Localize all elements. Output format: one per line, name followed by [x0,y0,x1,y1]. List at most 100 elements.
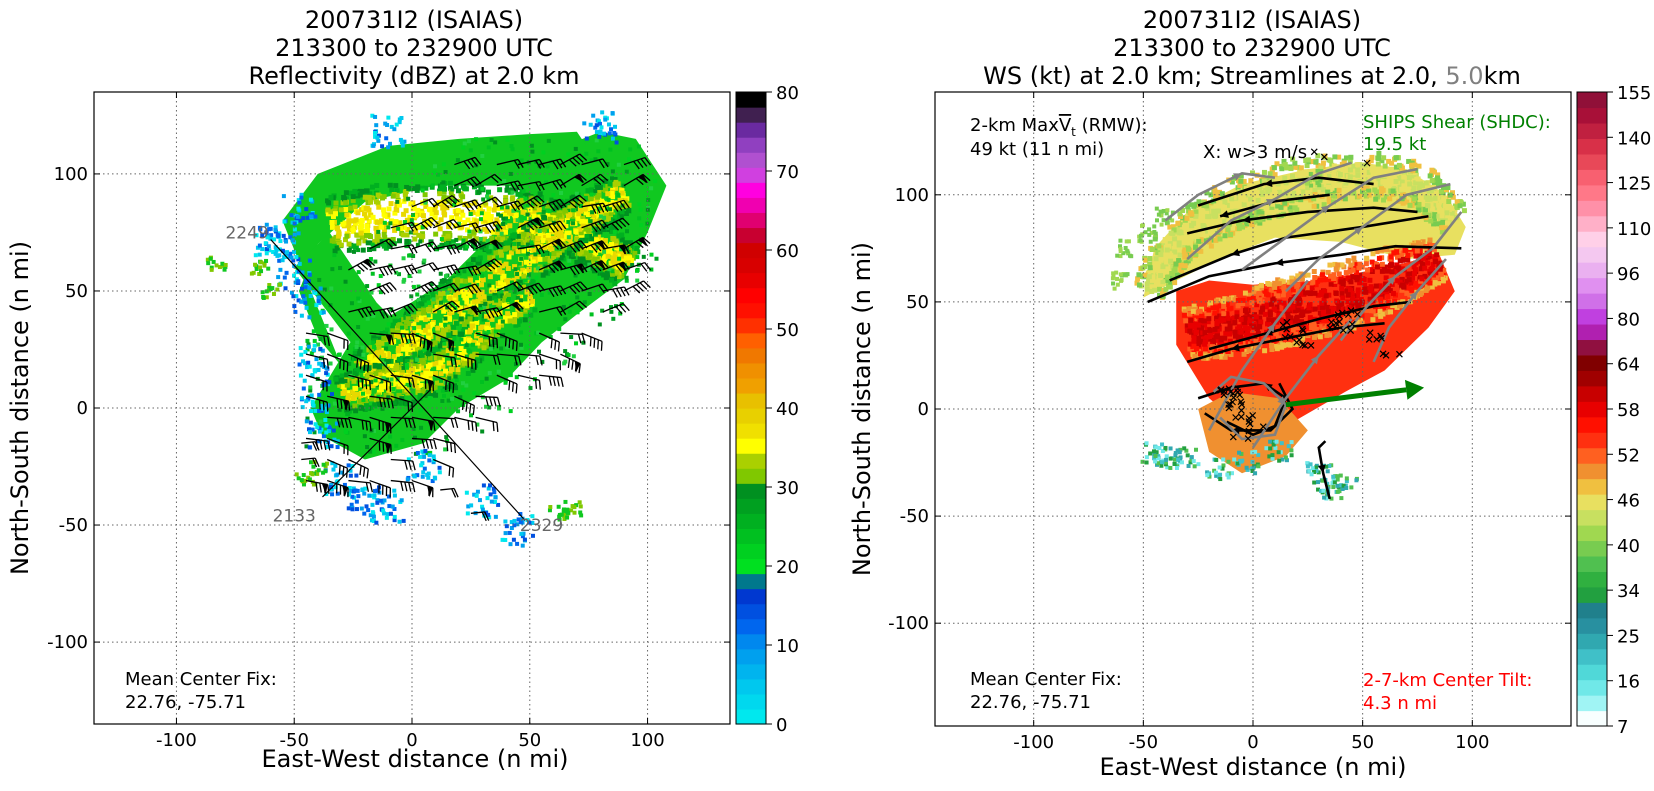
field-cell [610,236,615,241]
field-cell [485,194,489,198]
field-cell [367,355,372,360]
field-cell [365,206,370,211]
field-cell [373,115,377,119]
field-cell [589,187,594,192]
field-cell [494,299,498,303]
field-cell [223,268,227,272]
field-cell [1269,343,1274,348]
field-cell [547,139,551,143]
field-cell [448,296,453,301]
colorbar-swatch [736,558,766,574]
field-cell [505,205,509,209]
field-cell [277,253,281,257]
colorbar-swatch [736,604,766,620]
field-cell [346,393,351,398]
wind-barb-feather [568,359,569,368]
field-cell [513,290,517,294]
field-cell [356,325,360,329]
field-cell [1306,273,1311,278]
field-cell [393,183,398,188]
left-center-fix-label: Mean Center Fix: [125,669,277,690]
field-cell [1434,252,1439,257]
field-cell [303,301,307,305]
field-cell [609,242,614,247]
field-cell [456,158,460,162]
field-cell [396,346,401,351]
right-title-line-2: 213300 to 232900 UTC [1113,34,1391,62]
field-cell [339,378,344,383]
field-cell [573,229,578,234]
field-cell [466,371,471,376]
field-cell [356,241,361,246]
colorbar-swatch [736,589,766,605]
field-cell [433,340,438,345]
field-cell [521,274,526,279]
wind-barb-feather [357,358,358,367]
field-cell [542,210,546,214]
field-cell [304,399,308,403]
field-cell [351,379,356,384]
field-cell [423,467,427,471]
colorbar-swatch [736,167,766,183]
field-cell [498,280,503,285]
field-cell [379,225,384,230]
field-cell [465,244,469,248]
field-cell [487,145,491,149]
field-cell [308,385,312,389]
field-cell [343,200,348,205]
field-cell [305,339,309,343]
field-cell [349,474,353,478]
field-cell [354,474,358,478]
field-cell [351,244,356,249]
field-cell [541,273,546,278]
field-cell [1187,329,1192,334]
wind-barb-feather [455,444,456,453]
field-cell [567,235,571,239]
field-cell [317,468,321,472]
field-cell [422,455,426,459]
field-cell [616,193,620,197]
field-cell [344,234,349,239]
wind-barb-feather [413,461,415,470]
wind-barb-feather [539,380,540,389]
field-cell [443,323,447,327]
field-cell [295,472,299,476]
field-cell [1367,278,1372,283]
field-cell [591,114,595,118]
field-cell [343,207,348,212]
field-cell [408,201,413,206]
field-cell [478,498,482,502]
field-cell [515,542,519,546]
field-cell [394,219,399,224]
field-cell [290,256,294,260]
field-cell [1281,343,1286,348]
field-cell [1257,291,1262,296]
field-cell [267,244,271,248]
field-cell [346,218,351,223]
field-cell [356,297,360,301]
field-cell [476,490,480,494]
field-cell [299,196,303,200]
field-cell [355,340,359,344]
field-cell [439,301,443,305]
wind-speed-field [1111,151,1467,501]
field-cell [428,453,432,457]
field-cell [566,220,570,224]
colorbar-swatch [736,498,766,514]
field-cell [312,348,316,352]
field-cell [347,248,352,253]
field-cell [1327,263,1332,268]
field-cell [513,267,517,271]
field-cell [385,123,389,127]
wind-barb-feather [517,341,518,350]
field-cell [381,207,386,212]
field-cell [572,505,576,509]
wind-barb-feather [327,402,328,411]
field-cell [309,214,313,218]
field-cell [415,208,420,213]
wind-barb-feather [468,421,469,430]
field-cell [598,322,602,326]
field-cell [380,407,384,411]
colorbar-swatch [736,438,766,454]
field-cell [1255,285,1260,290]
